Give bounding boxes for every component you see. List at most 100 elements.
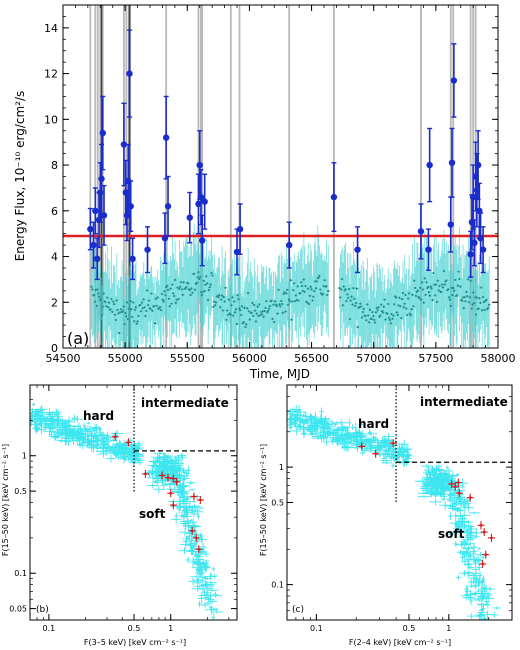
cloud-point [445, 465, 449, 470]
red-point [169, 501, 177, 510]
cloud-point [191, 586, 205, 592]
cloud-point [417, 495, 431, 499]
x-tick-label: 0.5 [403, 624, 416, 633]
cloud-point [370, 436, 378, 440]
x-tick-label: 56500 [294, 352, 329, 365]
red-point [487, 533, 495, 542]
cloud-point [211, 613, 215, 620]
x-tick-label: 1 [446, 624, 451, 633]
cloud-point [188, 577, 198, 586]
y-tick-label: 0.1 [271, 581, 284, 590]
cloud-point [211, 566, 216, 572]
background-point [211, 268, 216, 345]
cloud-point [468, 596, 474, 606]
hardness-panel-c: 0.1 0.5 1 0.1 0.5 1 hard intermediate soft (… [259, 384, 513, 647]
y-tick-label: 0.05 [9, 605, 27, 614]
cloud-point [323, 438, 330, 446]
cloud-point [209, 593, 223, 598]
cloud-point [429, 498, 443, 506]
cloud-point [477, 547, 481, 551]
region-label-soft: soft [139, 507, 166, 521]
x-tick-label: 1 [168, 624, 173, 633]
x-tick-label: 56000 [232, 352, 267, 365]
cloud-point [476, 563, 482, 571]
cloud-point [448, 512, 453, 520]
background-point [121, 263, 126, 348]
cloud-point [185, 480, 195, 485]
background-point [213, 273, 218, 332]
cloud-point [472, 565, 480, 573]
flare-point [144, 226, 151, 274]
y-axis-label: F(15–50 keV) [keV cm⁻² s⁻¹] [259, 444, 268, 556]
background-point [204, 238, 209, 315]
cloud-point [153, 485, 165, 494]
flare-point [236, 203, 244, 255]
cloud-point [318, 407, 325, 416]
background-points [89, 223, 492, 348]
panel-label: (a) [67, 329, 89, 348]
y-tick-label: 1 [279, 463, 284, 472]
background-point [274, 278, 279, 334]
cloud-point [364, 431, 378, 437]
cloud-point [178, 547, 191, 555]
background-point [97, 273, 102, 321]
background-point [234, 261, 239, 348]
x-tick-label: 0.5 [128, 624, 141, 633]
cloud-point [346, 419, 353, 427]
cloud-point [72, 416, 83, 423]
cloud-points [30, 402, 223, 620]
background-point [234, 293, 239, 348]
region-label-soft: soft [438, 527, 465, 541]
y-axis-label: F(15–50 keV) [keV cm⁻² s⁻¹] [1, 444, 10, 556]
cloud-point [477, 612, 485, 619]
background-point [183, 239, 188, 338]
y-tick-label: 10 [44, 113, 58, 126]
cloud-point [188, 488, 196, 491]
cloud-point [210, 610, 223, 614]
cloud-point [350, 424, 355, 430]
y-tick-label: 14 [44, 22, 58, 35]
y-tick-label: 0.5 [271, 499, 284, 508]
cloud-point [463, 545, 474, 551]
x-tick-label: 57000 [356, 352, 391, 365]
y-tick-label: 0 [51, 342, 58, 355]
cloud-point [188, 524, 202, 529]
red-point [167, 489, 175, 498]
x-tick-label: 55000 [108, 352, 143, 365]
x-axis-label: F(2–4 keV) [keV cm⁻² s⁻¹] [349, 638, 451, 647]
background-point [207, 259, 212, 315]
red-point [196, 496, 204, 505]
x-axis-label: F(3–5 keV) [keV cm⁻² s⁻¹] [84, 638, 186, 647]
region-label-intermediate: intermediate [420, 395, 508, 409]
cloud-point [189, 557, 197, 567]
red-point [480, 528, 488, 537]
cloud-point [93, 441, 101, 452]
cloud-point [453, 541, 459, 547]
cloud-point [174, 512, 178, 520]
y-tick-label: 12 [44, 68, 58, 81]
cloud-point [56, 438, 66, 443]
cloud-point [481, 554, 485, 560]
y-tick-label: 0.5 [14, 487, 27, 496]
flare-point [426, 127, 433, 203]
background-point [152, 276, 157, 336]
cloud-point [205, 606, 218, 614]
cloud-point [31, 402, 36, 407]
x-tick-label: 57500 [418, 352, 453, 365]
background-point [289, 285, 294, 348]
background-point [153, 293, 158, 348]
region-label-hard: hard [83, 409, 114, 423]
background-point [221, 274, 226, 320]
y-tick-label: 2 [51, 296, 58, 309]
hardness-panel-b: 0.1 0.5 1 0.05 0.1 0.5 1 hard intermediate so… [1, 384, 238, 647]
region-label-intermediate: intermediate [141, 396, 229, 410]
y-tick-label: 4 [51, 251, 58, 264]
cloud-point [456, 575, 461, 580]
y-axis-label: Energy Flux, 10⁻¹⁰ erg/cm²/s [13, 91, 27, 262]
cloud-point [492, 606, 501, 610]
cloud-point [467, 613, 476, 620]
cloud-point [474, 583, 478, 589]
flare-point [330, 162, 338, 233]
cloud-point [359, 450, 366, 456]
